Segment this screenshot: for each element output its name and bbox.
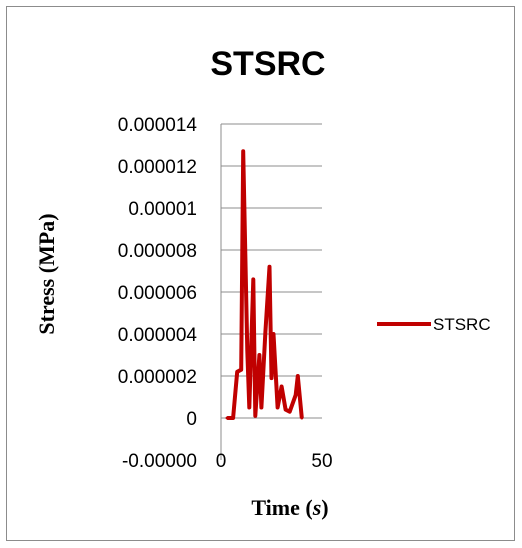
data-point bbox=[272, 332, 276, 336]
y-axis-label: Stress (MPa) bbox=[34, 213, 59, 334]
data-point bbox=[231, 416, 235, 420]
y-tick-label: -0.00000 bbox=[122, 451, 197, 472]
chart-frame bbox=[6, 6, 515, 541]
y-tick-label: 0.000008 bbox=[118, 241, 197, 262]
series-layer bbox=[225, 149, 304, 420]
x-tick-labels: 0 50 bbox=[216, 451, 333, 472]
y-tick-label: 0 bbox=[186, 409, 197, 430]
data-point bbox=[247, 406, 251, 409]
data-point bbox=[235, 370, 239, 374]
y-tick-label: 0.00001 bbox=[128, 199, 197, 220]
axes bbox=[220, 124, 322, 460]
data-point bbox=[259, 406, 263, 409]
x-axis-label-main: Time ( bbox=[251, 495, 312, 520]
legend-label-stsrc: STSRC bbox=[433, 315, 491, 334]
y-tick-label: 0.000002 bbox=[118, 367, 197, 388]
x-axis-label-unit: s bbox=[312, 495, 322, 520]
data-point bbox=[276, 406, 280, 409]
data-point bbox=[296, 374, 300, 378]
data-point bbox=[267, 265, 271, 269]
x-tick-label: 50 bbox=[311, 451, 332, 472]
legend: STSRC bbox=[377, 315, 491, 334]
data-point bbox=[300, 416, 304, 420]
chart-title: STSRC bbox=[210, 45, 325, 83]
data-point bbox=[225, 416, 229, 420]
data-point bbox=[251, 277, 255, 281]
x-axis-label-close: ) bbox=[321, 495, 328, 520]
data-point bbox=[241, 149, 245, 153]
series-line-stsrc bbox=[227, 149, 304, 420]
data-point bbox=[288, 410, 292, 414]
y-tick-label: 0.000012 bbox=[118, 157, 197, 178]
y-tick-label: 0.000004 bbox=[118, 325, 198, 346]
data-point bbox=[245, 349, 249, 353]
data-point bbox=[284, 408, 288, 412]
data-point bbox=[280, 385, 284, 388]
y-tick-labels: 0.000014 0.000012 0.00001 0.000008 0.000006 0… bbox=[118, 115, 198, 472]
data-point bbox=[257, 353, 261, 357]
data-point bbox=[294, 393, 298, 397]
y-tick-label: 0.000006 bbox=[118, 283, 197, 304]
data-point bbox=[263, 330, 267, 334]
y-tick-label: 0.000014 bbox=[118, 115, 198, 136]
data-point bbox=[253, 414, 257, 418]
x-tick-label: 0 bbox=[216, 451, 227, 472]
data-point bbox=[270, 376, 273, 380]
data-point bbox=[239, 368, 243, 372]
x-axis-label: Time (s) bbox=[251, 495, 328, 520]
